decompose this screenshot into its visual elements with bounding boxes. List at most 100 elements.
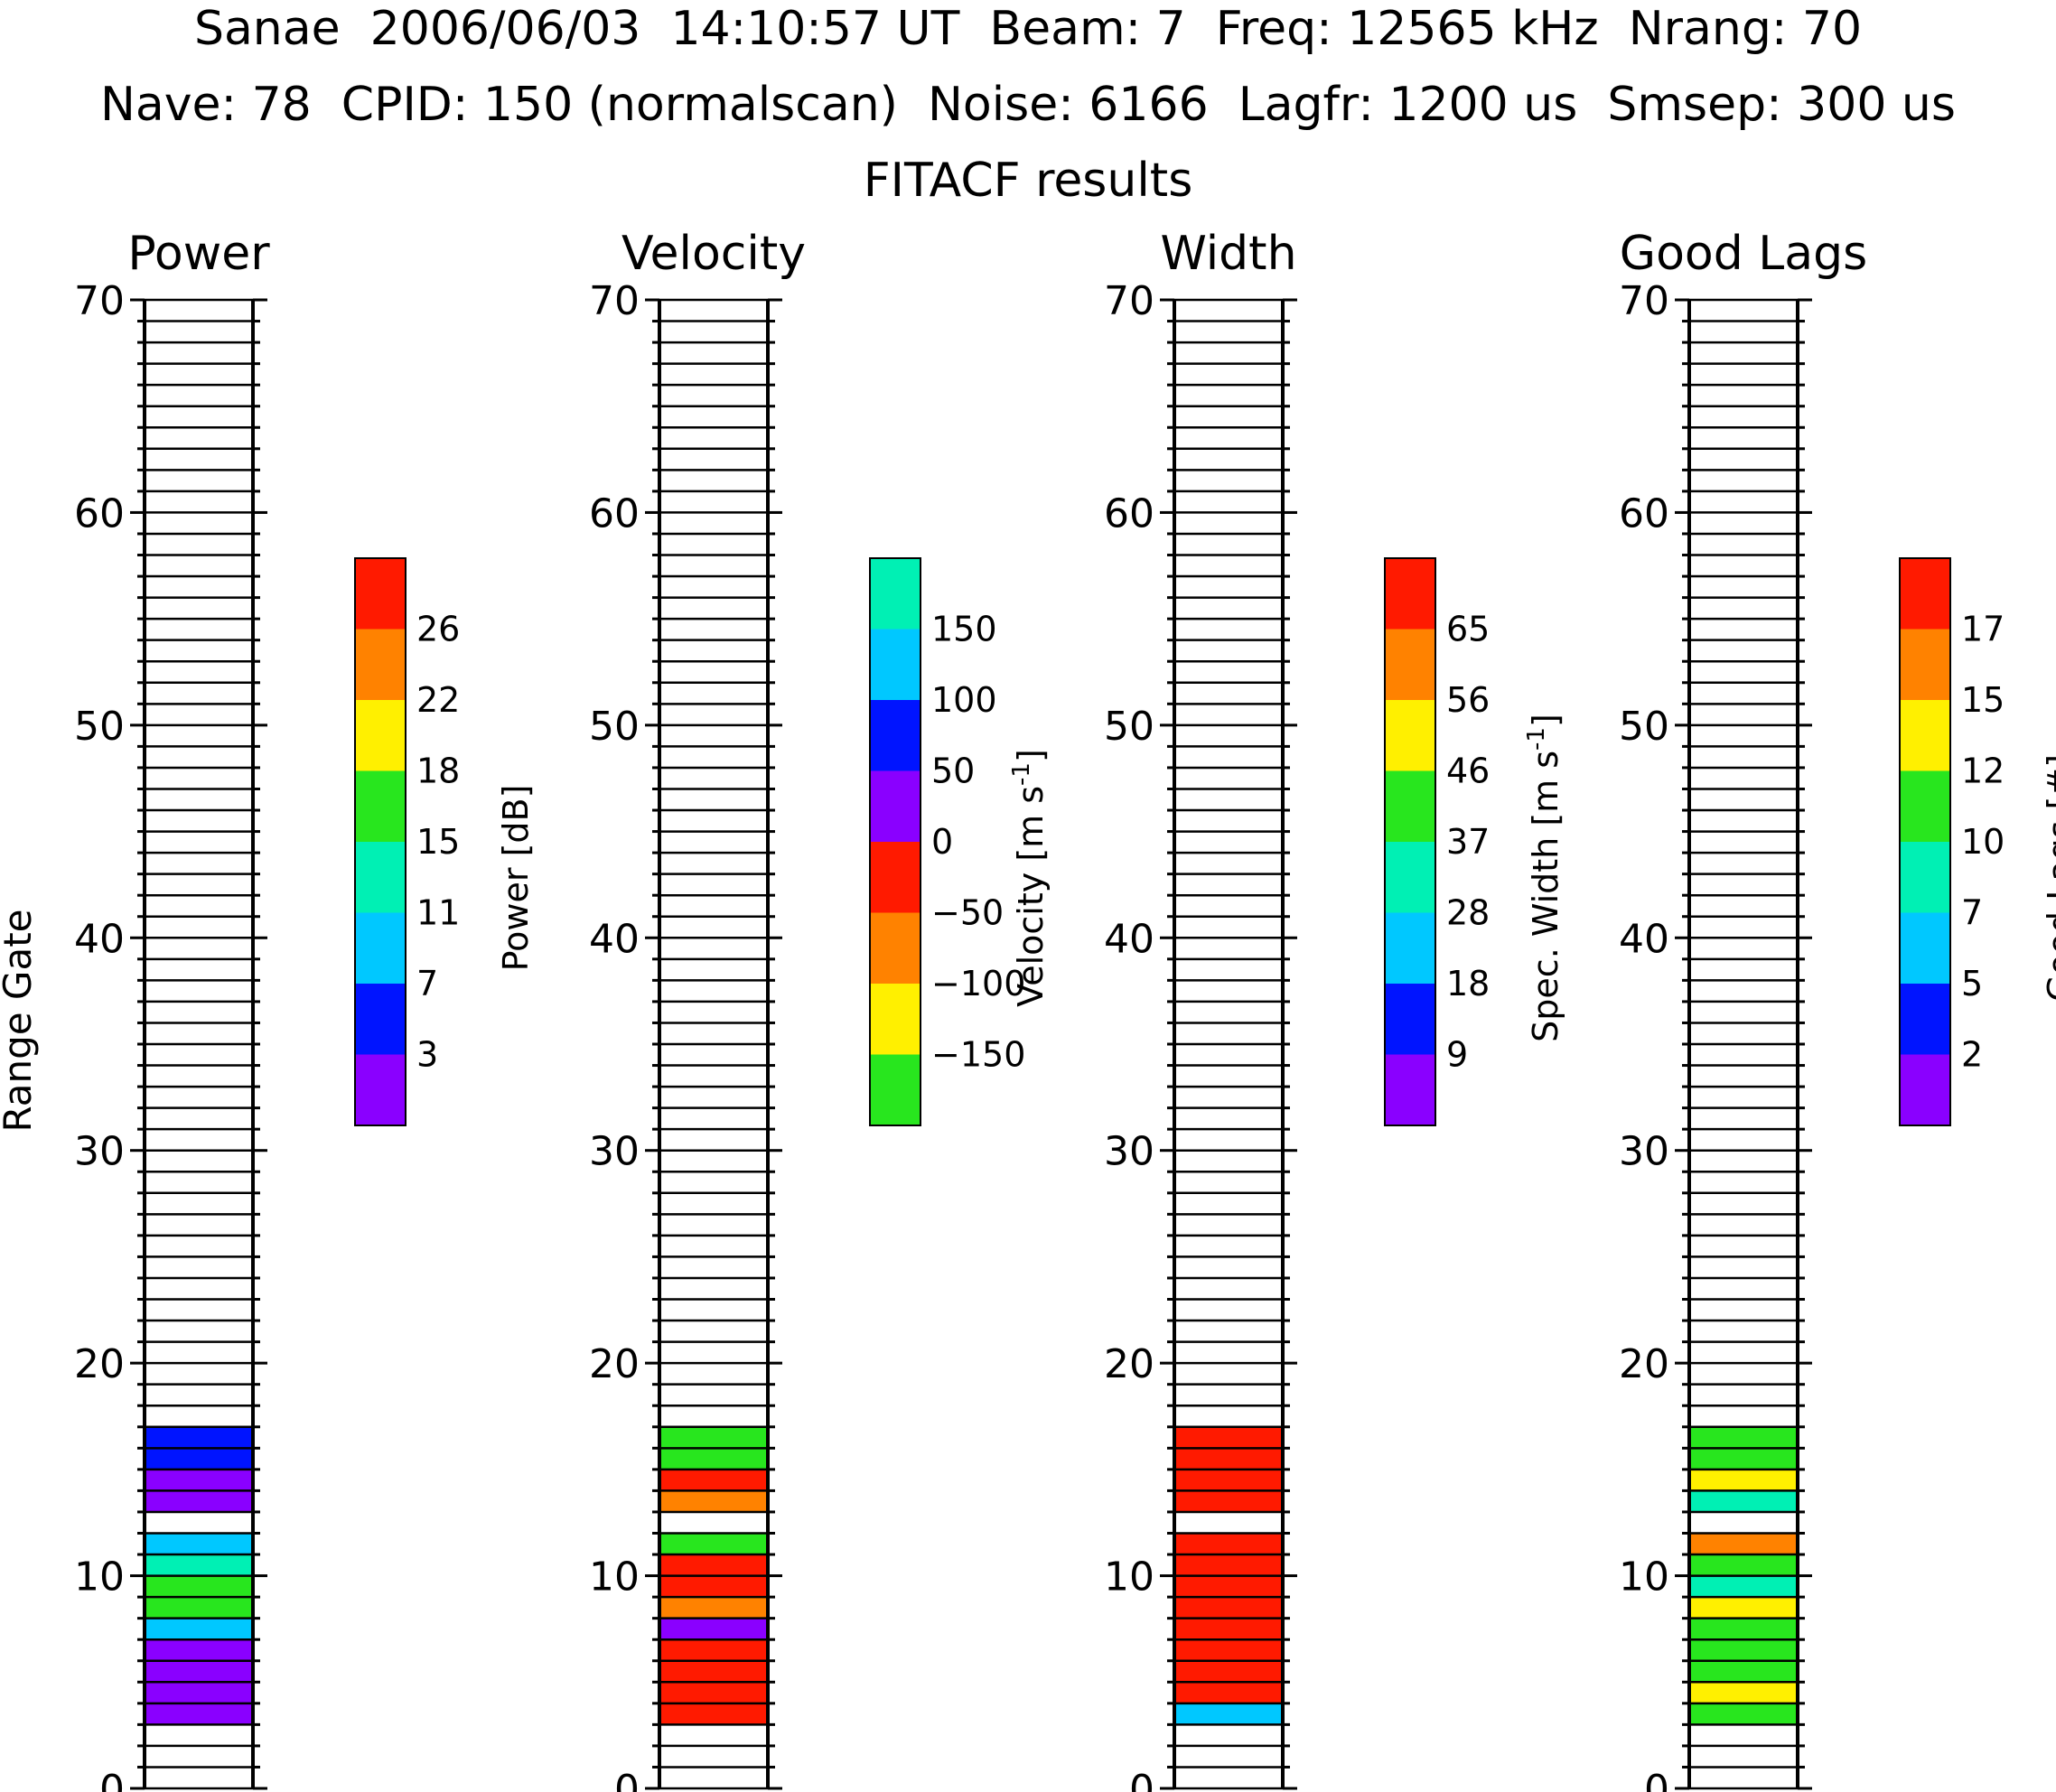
gate-cell — [145, 1533, 253, 1555]
colorbar-segment — [355, 912, 406, 984]
colorbar-tick-label: −50 — [931, 893, 1004, 933]
gate-cell — [145, 1703, 253, 1725]
y-tick-label: 0 — [1644, 1767, 1669, 1792]
gate-cell — [1689, 1703, 1798, 1725]
y-tick-label: 10 — [74, 1554, 125, 1601]
colorbar-segment — [870, 1054, 921, 1125]
gate-cell — [1689, 1639, 1798, 1661]
panel-power: Power 0 10 20 30 40 50 60 70 3 7 11 15 18 22 26 Power [d… — [74, 227, 536, 1792]
colorbar-segment — [1385, 1054, 1435, 1125]
header-line-2: Nave: 78 CPID: 150 (normalscan) Noise: 6… — [100, 78, 1956, 132]
gate-cell — [1174, 1533, 1283, 1555]
colorbar-label: Spec. Width [m s-1] — [1523, 714, 1565, 1042]
y-tick-label: 60 — [1619, 490, 1669, 537]
colorbar-frame — [1384, 557, 1436, 1126]
gate-cell — [659, 1533, 768, 1555]
colorbar-segment — [1385, 700, 1435, 771]
y-axis-label: Range Gate — [0, 909, 40, 1132]
y-tick-label: 30 — [589, 1129, 640, 1175]
panel-title: Power — [127, 227, 270, 281]
y-tick-label: 20 — [589, 1341, 640, 1387]
gate-cell — [1174, 1682, 1283, 1703]
y-tick-label: 50 — [74, 704, 125, 750]
colorbar-tick-label: 22 — [416, 680, 460, 720]
gate-cell — [1689, 1426, 1798, 1449]
colorbar-segment — [1900, 770, 1950, 842]
gate-cell — [659, 1448, 768, 1470]
colorbar-segment — [355, 629, 406, 700]
colorbar-label: Good Lags [#] — [2041, 754, 2056, 1002]
y-tick-label: 50 — [589, 704, 640, 750]
colorbar-tick-label: 5 — [1961, 964, 1983, 1003]
colorbar-tick-label: 2 — [1961, 1035, 1983, 1075]
gate-cell — [1689, 1660, 1798, 1683]
colorbar-tick-label: 0 — [931, 822, 953, 862]
y-tick-label: 40 — [1619, 916, 1669, 962]
colorbar-segment — [355, 558, 406, 630]
gate-cell — [1689, 1448, 1798, 1470]
y-tick-label: 20 — [74, 1341, 125, 1387]
colorbar-segment — [1900, 1054, 1950, 1125]
colorbar-segment — [1900, 558, 1950, 630]
colorbar-segment — [870, 984, 921, 1055]
gate-cell — [659, 1639, 768, 1661]
gate-cell — [145, 1618, 253, 1640]
y-tick-label: 40 — [1104, 916, 1154, 962]
gate-cell — [659, 1660, 768, 1683]
gate-cell — [1174, 1448, 1283, 1470]
colorbar-segment — [870, 770, 921, 842]
y-tick-label: 30 — [74, 1129, 125, 1175]
gate-cell — [1689, 1554, 1798, 1576]
colorbar-tick-label: 11 — [416, 893, 460, 933]
colorbar-segment — [1900, 984, 1950, 1055]
gate-cell — [659, 1554, 768, 1576]
gate-cell — [145, 1639, 253, 1661]
colorbar-tick-label: 150 — [931, 610, 997, 649]
gate-cell — [1689, 1618, 1798, 1640]
y-tick-label: 20 — [1104, 1341, 1154, 1387]
colorbar-tick-label: 7 — [416, 964, 438, 1003]
gate-cell — [1174, 1490, 1283, 1512]
colorbar-segment — [1385, 984, 1435, 1055]
gate-cell — [659, 1703, 768, 1725]
y-tick-label: 0 — [99, 1767, 125, 1792]
gate-cell — [1689, 1575, 1798, 1598]
colorbar-segment — [355, 1054, 406, 1125]
header-line-3: FITACF results — [863, 154, 1193, 208]
colorbar-segment — [870, 700, 921, 771]
colorbar-label: Velocity [m s-1] — [1008, 749, 1051, 1007]
y-tick-label: 0 — [1129, 1767, 1154, 1792]
colorbar-tick-label: 100 — [931, 680, 997, 720]
colorbar-frame — [1899, 557, 1951, 1126]
panel-velocity: Velocity 0 10 20 30 40 50 60 70 −150 −100 −50 0 50 100… — [589, 227, 1051, 1792]
gate-cell — [659, 1469, 768, 1491]
colorbar-segment — [870, 629, 921, 700]
colorbar-segment — [1385, 629, 1435, 700]
gate-cell — [1689, 1490, 1798, 1512]
gate-cell — [1174, 1469, 1283, 1491]
y-tick-label: 50 — [1104, 704, 1154, 750]
gate-cell — [1174, 1597, 1283, 1619]
gate-cell — [1174, 1554, 1283, 1576]
colorbar-tick-label: 15 — [416, 822, 460, 862]
gate-cell — [1689, 1469, 1798, 1491]
header-line-1: Sanae 2006/06/03 14:10:57 UT Beam: 7 Fre… — [193, 2, 1863, 56]
gate-cell — [145, 1575, 253, 1598]
panel-good-lags: Good Lags 0 10 20 30 40 50 60 70 2 5 7 10 12 15 17 Good … — [1619, 227, 2056, 1792]
y-tick-label: 30 — [1619, 1129, 1669, 1175]
gate-cell — [145, 1426, 253, 1449]
y-tick-label: 60 — [589, 490, 640, 537]
colorbar-tick-label: 26 — [416, 610, 460, 649]
colorbar-segment — [870, 558, 921, 630]
colorbar-tick-label: 18 — [416, 751, 460, 791]
gate-cell — [1174, 1660, 1283, 1683]
gate-cell — [145, 1554, 253, 1576]
colorbar-segment — [1385, 558, 1435, 630]
colorbar-segment — [355, 842, 406, 913]
gate-cell — [1174, 1618, 1283, 1640]
y-tick-label: 10 — [1619, 1554, 1669, 1601]
gate-cell — [659, 1618, 768, 1640]
y-tick-label: 20 — [1619, 1341, 1669, 1387]
colorbar-tick-label: 46 — [1446, 751, 1490, 791]
colorbar-tick-label: 50 — [931, 751, 975, 791]
